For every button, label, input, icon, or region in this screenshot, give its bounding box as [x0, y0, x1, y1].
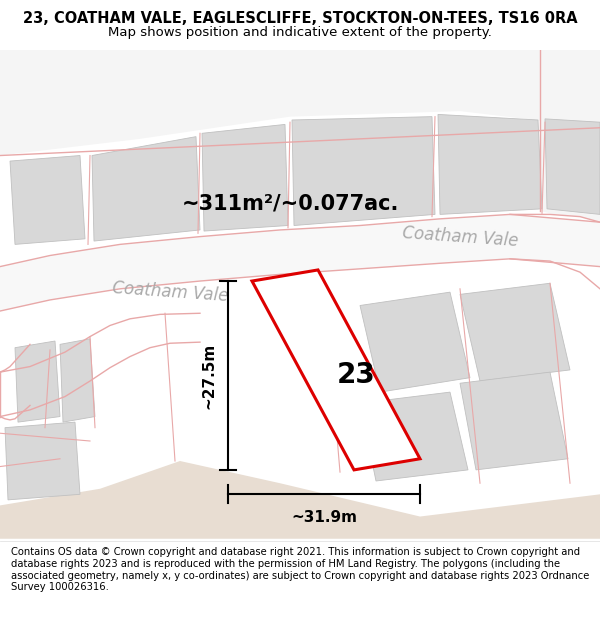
Text: Contains OS data © Crown copyright and database right 2021. This information is : Contains OS data © Crown copyright and d… [11, 548, 589, 592]
Polygon shape [0, 50, 600, 156]
Text: 23, COATHAM VALE, EAGLESCLIFFE, STOCKTON-ON-TEES, TS16 0RA: 23, COATHAM VALE, EAGLESCLIFFE, STOCKTON… [23, 11, 577, 26]
Text: ~311m²/~0.077ac.: ~311m²/~0.077ac. [181, 193, 398, 213]
Text: Coatham Vale: Coatham Vale [112, 279, 229, 305]
Text: Coatham Vale: Coatham Vale [401, 224, 518, 249]
Polygon shape [438, 114, 542, 214]
Polygon shape [360, 392, 468, 481]
Polygon shape [460, 283, 570, 381]
Polygon shape [545, 119, 600, 214]
Polygon shape [540, 50, 600, 222]
Polygon shape [292, 117, 435, 226]
Polygon shape [5, 422, 80, 500]
Polygon shape [0, 461, 600, 539]
Polygon shape [15, 341, 60, 422]
Polygon shape [460, 372, 568, 470]
Polygon shape [202, 124, 288, 231]
Polygon shape [0, 214, 600, 311]
Text: Map shows position and indicative extent of the property.: Map shows position and indicative extent… [108, 26, 492, 39]
Polygon shape [92, 137, 200, 241]
Polygon shape [360, 292, 470, 392]
Polygon shape [10, 156, 85, 244]
Text: 23: 23 [337, 361, 376, 389]
Polygon shape [252, 270, 420, 470]
Text: ~31.9m: ~31.9m [291, 510, 357, 525]
Polygon shape [60, 339, 95, 422]
Text: ~27.5m: ~27.5m [201, 342, 216, 409]
